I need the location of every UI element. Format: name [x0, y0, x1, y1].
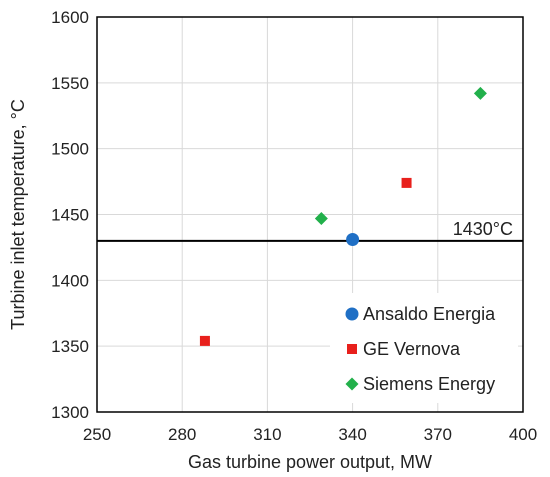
plot-frame: [96, 16, 524, 413]
y-tick-label: 1350: [51, 337, 89, 356]
y-axis-title: Turbine inlet temperature, °C: [8, 99, 28, 330]
x-tick-label: 250: [83, 425, 111, 444]
y-tick-label: 1300: [51, 403, 89, 422]
y-tick-label: 1600: [51, 8, 89, 27]
legend-label: Ansaldo Energia: [363, 304, 496, 324]
legend-marker: [347, 344, 357, 354]
legend-marker: [345, 377, 359, 391]
legend: Ansaldo Energia GE Vernova Siemens Energy: [330, 293, 518, 403]
data-point: [473, 86, 487, 100]
x-tick-labels: 250 280 310 340 370 400: [83, 425, 537, 444]
reference-line-label: 1430°C: [453, 219, 513, 239]
legend-label: Siemens Energy: [363, 374, 495, 394]
y-tick-label: 1400: [51, 271, 89, 290]
y-tick-labels: 1300 1350 1400 1450 1500 1550 1600: [51, 8, 89, 422]
legend-marker: [345, 307, 359, 321]
x-tick-label: 400: [509, 425, 537, 444]
data-points: [199, 86, 487, 346]
x-tick-label: 340: [338, 425, 366, 444]
x-tick-label: 370: [424, 425, 452, 444]
legend-background: [330, 293, 518, 403]
legend-label: GE Vernova: [363, 339, 461, 359]
x-axis-title: Gas turbine power output, MW: [188, 452, 432, 472]
y-tick-label: 1500: [51, 140, 89, 159]
data-point: [199, 335, 210, 346]
x-tick-label: 310: [253, 425, 281, 444]
y-tick-label: 1450: [51, 206, 89, 225]
x-tick-label: 280: [168, 425, 196, 444]
data-point: [401, 177, 412, 188]
data-point: [346, 233, 360, 247]
y-tick-label: 1550: [51, 74, 89, 93]
data-point: [314, 211, 328, 225]
reference-line-group: 1430°C: [97, 219, 523, 242]
